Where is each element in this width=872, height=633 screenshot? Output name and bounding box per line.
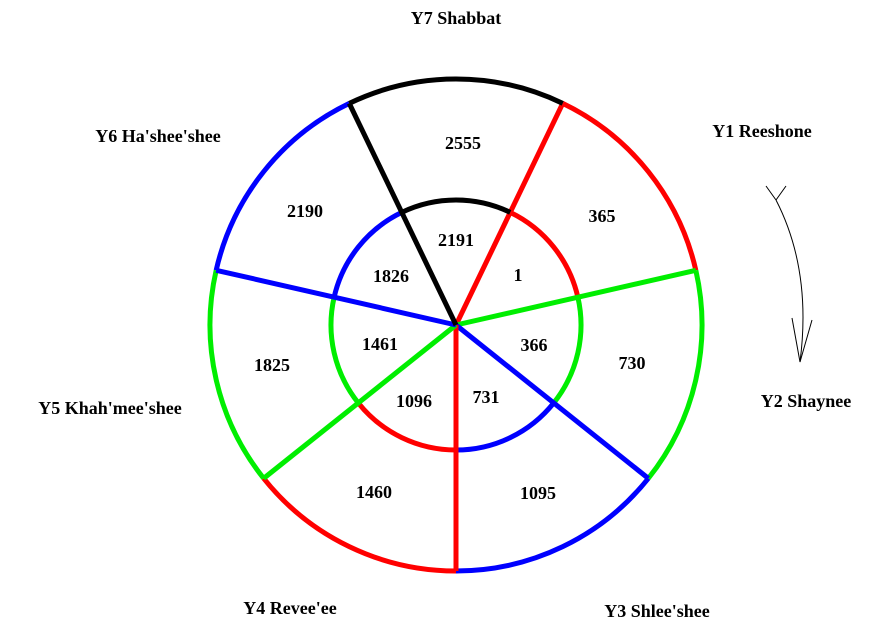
inner-number: 731 (473, 387, 500, 407)
spoke (453, 102, 565, 327)
outer-arc (207, 269, 266, 480)
outer-arc (261, 476, 457, 574)
arrow-head (791, 317, 813, 363)
inner-number: 366 (521, 335, 548, 355)
outer-number: 2555 (445, 133, 481, 153)
inner-number: 1 (514, 265, 523, 285)
spoke (455, 267, 697, 328)
inner-number: 1461 (362, 334, 398, 354)
sector-name: Y4 Revee'ee (243, 598, 336, 618)
inner-number: 1096 (396, 391, 432, 411)
outer-number: 2190 (287, 201, 323, 221)
outer-number: 365 (589, 206, 616, 226)
outer-arc (213, 101, 351, 271)
inner-arc (400, 197, 512, 215)
inner-arc (331, 210, 403, 298)
outer-number: 730 (619, 353, 646, 373)
arrow-tail (765, 185, 787, 201)
sector-name: Y7 Shabbat (411, 8, 502, 28)
inner-arc (509, 210, 581, 298)
inner-arc (455, 401, 556, 453)
sector-name: Y5 Khah'mee'shee (38, 398, 182, 418)
sector-name: Y1 Reeshone (712, 121, 812, 141)
spoke (215, 267, 457, 328)
inner-arc (328, 296, 361, 405)
outer-arc (348, 76, 564, 106)
arrow-curve (775, 199, 804, 363)
outer-number: 1460 (356, 482, 392, 502)
sector-name: Y3 Shlee'shee (604, 601, 710, 621)
spoke (454, 323, 650, 481)
inner-number: 2191 (438, 230, 474, 250)
inner-number: 1826 (373, 266, 409, 286)
outer-arc (646, 269, 705, 480)
sector-name: Y6 Ha'shee'shee (95, 126, 221, 146)
inner-arc (356, 401, 457, 453)
outer-arc (455, 476, 651, 574)
outer-arc (561, 101, 699, 271)
outer-number: 1825 (254, 355, 290, 375)
direction-arrow (765, 185, 813, 363)
spoke (262, 323, 458, 481)
outer-number: 1095 (520, 483, 556, 503)
spoke (347, 102, 459, 327)
inner-arc (551, 296, 584, 405)
sector-name: Y2 Shaynee (761, 391, 852, 411)
